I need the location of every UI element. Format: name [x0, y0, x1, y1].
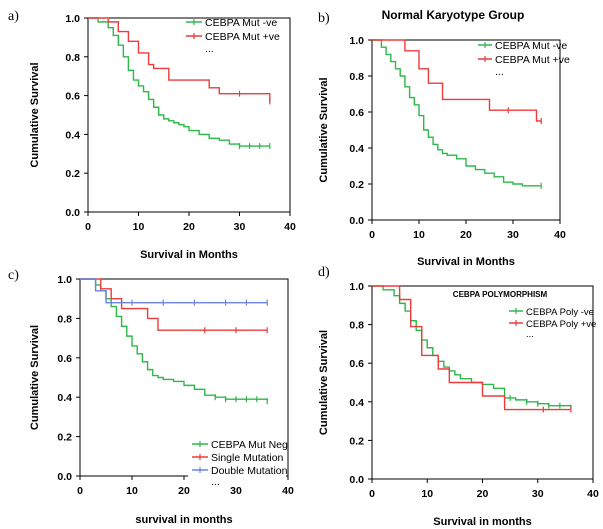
panel-c-letter: c) [8, 268, 19, 283]
panel-d-x-axis-title: Survival in months [433, 516, 531, 528]
panel-d-letter: d) [318, 265, 330, 280]
panel-a-legend-label: CEBPA Mut +ve [205, 31, 280, 43]
panel-b-x-tick-label: 10 [413, 229, 425, 241]
panel-c-x-tick-label: 30 [230, 485, 242, 497]
panel-a-x-tick-label: 10 [133, 221, 145, 233]
panel-a-x-tick-label: 0 [85, 221, 91, 233]
panel-a-y-tick-label: 1.0 [65, 13, 80, 25]
panel-d-chart-title: CEBPA POLYMORPHISM [453, 290, 548, 299]
panel-b-y-tick-label: 0.4 [349, 143, 364, 155]
panel-d-legend-label: CEBPA Poly -ve [526, 307, 594, 318]
panel-b-legend-ellipsis: ... [495, 66, 504, 78]
panel-d-y-tick-label: 0.2 [349, 435, 364, 447]
panel-a-x-tick-label: 40 [284, 221, 296, 233]
panel-b-letter: b) [318, 11, 330, 26]
panel-d-x-tick-label: 0 [369, 488, 375, 500]
panel-c-legend-label: Double Mutation [211, 465, 288, 477]
panel-d-y-tick-label: 0.8 [349, 320, 364, 332]
panel-a-y-tick-label: 0.8 [65, 52, 80, 64]
panel-d-legend-ellipsis: ... [526, 329, 534, 340]
panel-d-y-tick-label: 0.6 [349, 358, 364, 370]
panel-b-y-axis-title: Cumulative Survival [318, 77, 330, 182]
panel-c-legend-label: CEBPA Mut Neg [211, 439, 288, 451]
panel-b-legend-label: CEBPA Mut +ve [495, 54, 570, 66]
panel-b-plot-frame [371, 39, 561, 221]
panel-c-series-2-curve [80, 278, 268, 331]
panel-d-y-tick-label: 1.0 [349, 281, 364, 293]
panel-b-y-tick-label: 0.0 [349, 215, 364, 227]
panel-c-y-tick-label: 0.6 [57, 353, 72, 365]
panel-d-y-axis-title: Cumulative Survival [318, 330, 330, 435]
panel-c-x-axis-title: survival in months [135, 514, 232, 526]
panel-c-x-tick-label: 0 [77, 485, 83, 497]
panel-c-series-3-curve [80, 278, 268, 304]
panel-a-series-2-curve [88, 17, 271, 102]
panel-c-y-tick-label: 0.2 [57, 432, 72, 444]
panel-c-y-tick-label: 0.8 [57, 313, 72, 325]
panel-b-legend-label: CEBPA Mut -ve [495, 40, 567, 52]
panel-a-series-1-curve [88, 17, 270, 147]
panel-a-y-tick-label: 0.0 [65, 207, 80, 219]
panel-b-x-tick-label: 0 [369, 229, 375, 241]
panel-d-x-tick-label: 20 [477, 488, 489, 500]
panel-a-y-tick-label: 0.6 [65, 91, 80, 103]
panel-a-y-tick-label: 0.2 [65, 168, 80, 180]
panel-b-x-tick-label: 40 [554, 229, 566, 241]
panel-d-series-2-curve [372, 285, 571, 411]
panel-d-y-tick-label: 0.0 [349, 474, 364, 486]
panel-c-y-axis-title: Cumulative Survival [29, 325, 41, 430]
panel-a-plot-frame [87, 17, 291, 213]
panel-a-letter: a) [8, 9, 19, 24]
panel-c-legend-label: Single Mutation [211, 452, 284, 464]
panel-d-series-1-curve [372, 285, 572, 408]
panel-c-y-tick-label: 1.0 [57, 274, 72, 286]
panel-a-legend-ellipsis: ... [205, 43, 214, 55]
panel-d-x-tick-label: 30 [532, 488, 544, 500]
panel-a-legend-label: CEBPA Mut -ve [205, 17, 277, 29]
panel-c-legend-ellipsis: ... [211, 476, 220, 488]
panel-c-x-tick-label: 40 [282, 485, 294, 497]
panel-b-x-axis-title: Survival in Months [417, 256, 515, 268]
panel-b-x-tick-label: 20 [460, 229, 472, 241]
panel-c-x-tick-label: 10 [126, 485, 138, 497]
panel-b-series-1-curve [372, 39, 542, 187]
panel-a-x-axis-title: Survival in Months [140, 249, 238, 261]
panel-b-x-tick-label: 30 [507, 229, 519, 241]
panel-b-series-2-curve [372, 39, 542, 122]
panel-d-x-tick-label: 10 [421, 488, 433, 500]
panel-c-series-1-curve [80, 278, 268, 402]
panel-c-x-tick-label: 20 [178, 485, 190, 497]
panel-b-y-tick-label: 0.8 [349, 71, 364, 83]
panel-d-x-tick-label: 40 [587, 488, 599, 500]
panel-b-y-tick-label: 0.6 [349, 107, 364, 119]
panel-b-y-tick-label: 0.2 [349, 179, 364, 191]
panel-b-y-tick-label: 1.0 [349, 35, 364, 47]
panel-d-legend-label: CEBPA Poly +ve [526, 319, 596, 330]
panel-a-x-tick-label: 30 [234, 221, 246, 233]
panel-a-y-tick-label: 0.4 [65, 129, 80, 141]
panel-c-y-tick-label: 0.4 [57, 392, 72, 404]
panel-b-chart-title: Normal Karyotype Group [382, 8, 525, 22]
panel-d-y-tick-label: 0.4 [349, 397, 364, 409]
panel-a-x-tick-label: 20 [183, 221, 195, 233]
panel-c-y-tick-label: 0.0 [57, 471, 72, 483]
panel-a-y-axis-title: Cumulative Survival [29, 62, 41, 167]
